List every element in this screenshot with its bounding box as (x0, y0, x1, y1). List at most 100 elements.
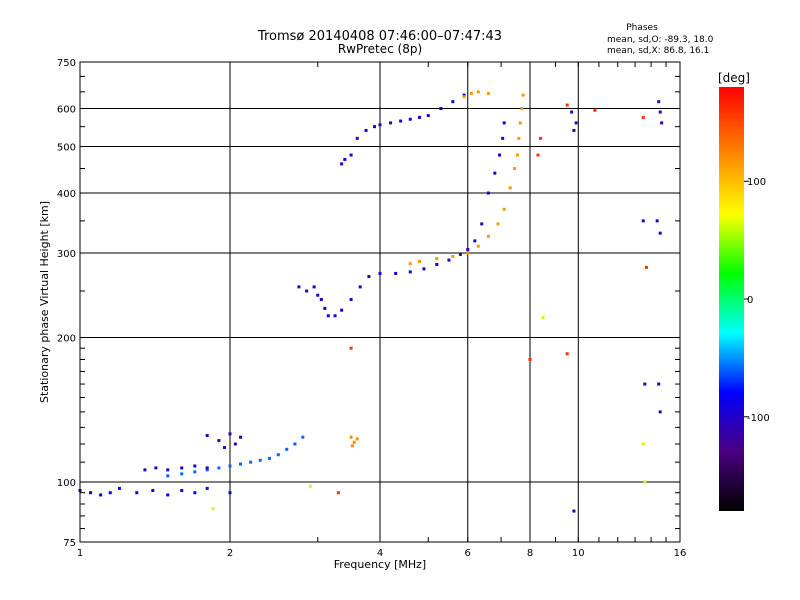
data-point (435, 257, 439, 261)
colorbar-label: [deg] (718, 71, 750, 85)
data-point (276, 453, 280, 457)
data-point (565, 352, 569, 356)
data-point (515, 153, 519, 157)
data-point (117, 486, 121, 490)
data-point (439, 107, 443, 111)
data-point (193, 491, 197, 495)
data-point (205, 466, 209, 470)
data-point (513, 166, 517, 170)
data-point (249, 460, 253, 464)
data-point (308, 484, 312, 488)
data-point (180, 472, 184, 476)
data-point (408, 117, 412, 121)
data-point (426, 114, 430, 118)
data-point (233, 442, 237, 446)
y-tick-labels: 75 100 200 300 400 500 600 750 (57, 58, 76, 549)
data-point (476, 244, 480, 248)
data-point (572, 128, 576, 132)
x-tick-label: 6 (465, 548, 471, 559)
data-point (319, 298, 323, 302)
data-point (89, 491, 93, 495)
data-point (508, 186, 512, 190)
data-point (502, 207, 506, 211)
data-point (643, 382, 647, 386)
y-tick-label: 500 (57, 143, 76, 154)
data-point (389, 121, 393, 125)
data-point (486, 191, 490, 195)
data-point (333, 314, 337, 318)
colorbar-tick-label: 100 (747, 177, 766, 188)
y-tick-label: 100 (57, 478, 76, 489)
data-point (528, 357, 532, 361)
data-point (473, 239, 477, 243)
data-point (399, 119, 403, 123)
data-point (451, 255, 455, 259)
data-point (520, 107, 524, 111)
data-point (539, 136, 543, 140)
x-tick-label: 8 (527, 548, 533, 559)
data-point (343, 157, 347, 161)
data-point (458, 252, 462, 256)
data-point (476, 90, 480, 94)
data-point (239, 435, 243, 439)
data-point (373, 125, 377, 129)
data-point (358, 285, 362, 289)
data-point (644, 265, 648, 269)
plot-frame (79, 61, 681, 543)
data-point (466, 248, 470, 252)
data-point (340, 308, 344, 312)
data-point (193, 470, 197, 474)
data-point (228, 432, 232, 436)
data-point (180, 466, 184, 470)
data-point (447, 258, 451, 262)
data-point (502, 121, 506, 125)
data-point (435, 262, 439, 266)
data-point (469, 91, 473, 95)
data-point (205, 468, 209, 472)
data-point (486, 91, 490, 95)
data-point (641, 115, 645, 119)
data-point (135, 491, 139, 495)
data-point (657, 382, 661, 386)
data-point (143, 468, 147, 472)
grid-lines (80, 62, 680, 542)
data-point (228, 491, 232, 495)
colorbar-ticks: 100 0 -100 (744, 177, 770, 424)
data-point (422, 267, 426, 271)
y-tick-label: 300 (57, 249, 76, 260)
data-point (166, 493, 170, 497)
data-point (352, 440, 356, 444)
data-point (657, 100, 661, 104)
data-point (408, 262, 412, 266)
data-point (223, 446, 227, 450)
data-point (154, 466, 158, 470)
data-point (655, 219, 659, 223)
data-point (316, 293, 320, 297)
data-point (355, 136, 359, 140)
data-point (658, 110, 662, 114)
data-point (217, 466, 221, 470)
data-point (565, 103, 569, 107)
data-point (641, 219, 645, 223)
data-point (312, 285, 316, 289)
data-point (462, 93, 466, 97)
data-point (211, 507, 215, 511)
data-point (658, 231, 662, 235)
data-point (326, 314, 330, 318)
data-point (536, 153, 540, 157)
data-point (394, 271, 398, 275)
data-point (323, 306, 327, 310)
data-point (285, 447, 289, 451)
data-point (521, 93, 525, 97)
data-point (350, 444, 354, 448)
data-point (518, 121, 522, 125)
data-point (501, 136, 505, 140)
data-point (408, 270, 412, 274)
x-tick-label: 1 (77, 548, 83, 559)
data-point (228, 464, 232, 468)
y-axis-label: Stationary phase Virtual Height [km] (38, 201, 51, 403)
data-point (193, 464, 197, 468)
chart-subtitle: RwPretec (8p) (338, 42, 422, 56)
data-point (217, 439, 221, 443)
data-point (336, 491, 340, 495)
